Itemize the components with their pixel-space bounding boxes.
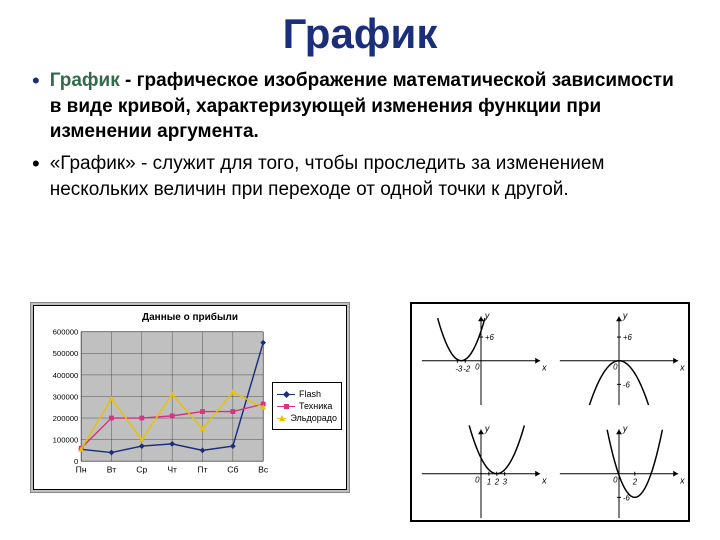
svg-text:200000: 200000 <box>53 414 79 423</box>
svg-text:0: 0 <box>475 363 480 372</box>
svg-text:600000: 600000 <box>53 328 79 337</box>
svg-text:+6: +6 <box>485 333 495 342</box>
profit-chart-title: Данные о прибыли <box>34 306 346 327</box>
svg-text:x: x <box>679 476 685 486</box>
bullet-dot: • <box>32 68 40 145</box>
svg-text:Чт: Чт <box>167 465 177 475</box>
svg-text:x: x <box>679 363 685 373</box>
svg-text:400000: 400000 <box>53 371 79 380</box>
svg-text:-6: -6 <box>623 380 631 389</box>
svg-text:300000: 300000 <box>53 392 79 401</box>
bullet-text-2: «График» - служит для того, чтобы просле… <box>50 151 688 202</box>
charts-row: Данные о прибыли 0 100000 200000 300000 4000… <box>30 302 690 522</box>
svg-text:0: 0 <box>613 476 618 485</box>
svg-text:500000: 500000 <box>53 349 79 358</box>
svg-text:2: 2 <box>494 478 500 487</box>
svg-text:Пн: Пн <box>76 465 87 475</box>
svg-text:-2: -2 <box>463 365 471 374</box>
profit-plot: 0100000200000300000400000500000600000ПнВ… <box>38 327 268 485</box>
svg-text:0: 0 <box>475 476 480 485</box>
bullet-dot: • <box>32 151 40 202</box>
legend-item: Flash <box>277 389 337 399</box>
svg-text:y: y <box>622 310 628 320</box>
bullet-text-1: График - графическое изображение математ… <box>50 68 688 145</box>
svg-text:Ср: Ср <box>136 465 147 475</box>
svg-text:Пт: Пт <box>197 465 207 475</box>
bold-1: - графическое изображение математической… <box>50 70 674 142</box>
svg-text:0: 0 <box>613 363 618 372</box>
svg-text:x: x <box>541 363 547 373</box>
math-panel: xy0+6-3-2xy0+6-6xy0123xy0-62 <box>410 302 690 522</box>
math-cell-2: x y 0123 <box>412 417 550 530</box>
legend-item: Техника <box>277 401 337 411</box>
math-cell-3: x y 0 -62 <box>550 417 688 530</box>
math-cell-0: xy0+6-3-2 <box>412 304 550 417</box>
plain-2: «График» - служит для того, чтобы просле… <box>50 153 605 200</box>
legend-item: Эльдорадо <box>277 413 337 423</box>
svg-text:-3: -3 <box>455 365 463 374</box>
page-title: График <box>0 0 720 68</box>
profit-chart-inner: Данные о прибыли 01000002000003000004000… <box>33 305 347 490</box>
profit-chart: Данные о прибыли 01000002000003000004000… <box>30 302 350 493</box>
profit-svg: 0100000200000300000400000500000600000ПнВ… <box>38 327 268 480</box>
math-cell-1: x y 0 +6 -6 <box>550 304 688 417</box>
svg-text:1: 1 <box>487 478 491 487</box>
svg-text:2: 2 <box>632 478 638 487</box>
bullet-2: • «График» - служит для того, чтобы прос… <box>32 151 688 202</box>
svg-text:x: x <box>541 476 547 486</box>
bullet-1: • График - графическое изображение матем… <box>32 68 688 145</box>
profit-legend: Flash Техника Эльдорадо <box>272 382 342 430</box>
profit-chart-body: 0100000200000300000400000500000600000ПнВ… <box>34 327 346 489</box>
svg-text:-6: -6 <box>623 494 631 503</box>
svg-text:3: 3 <box>503 478 508 487</box>
svg-text:y: y <box>622 424 628 434</box>
svg-text:100000: 100000 <box>53 435 79 444</box>
svg-text:y: y <box>484 424 490 434</box>
svg-text:+6: +6 <box>623 333 633 342</box>
body-text: • График - графическое изображение матем… <box>0 68 720 202</box>
svg-text:Вс: Вс <box>258 465 268 475</box>
svg-text:Сб: Сб <box>227 465 238 475</box>
term-1: График <box>50 70 120 91</box>
svg-text:Вт: Вт <box>107 465 116 475</box>
